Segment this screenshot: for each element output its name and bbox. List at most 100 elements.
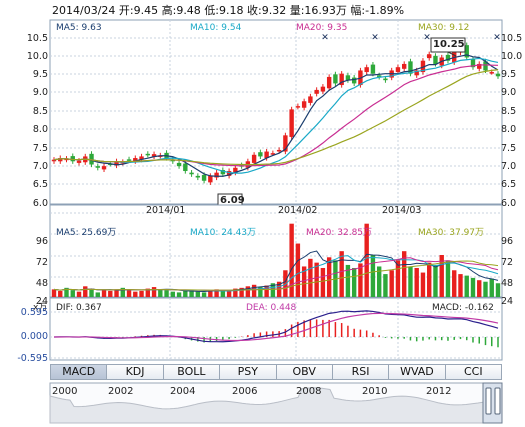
- candle-body: [195, 175, 201, 178]
- candle-body: [76, 160, 82, 163]
- volume-bar: [76, 291, 82, 297]
- volume-bar: [339, 251, 344, 297]
- candle-body: [364, 67, 369, 73]
- volume-bar: [164, 290, 169, 297]
- volume-bar: [133, 291, 138, 297]
- price-tick-left: 8.5: [32, 106, 48, 117]
- volume-bar: [270, 283, 276, 297]
- volume-bar: [495, 283, 501, 297]
- macd-tick-zero: 0.000: [20, 331, 48, 342]
- volume-bar: [364, 223, 369, 297]
- timeline-handle-left[interactable]: [485, 387, 492, 415]
- candle-body: [420, 60, 426, 73]
- price-tick-right: 7.5: [501, 143, 517, 154]
- event-markers: ✕ ✕ ✕ ✕: [321, 33, 501, 43]
- tab-rsi[interactable]: RSI: [332, 365, 390, 379]
- vol-ma30-line: [53, 260, 499, 291]
- event-marker-icon[interactable]: ✕: [321, 33, 329, 43]
- vol-tick-24-right: 24: [501, 296, 514, 307]
- candle-body: [320, 86, 326, 92]
- candle-body: [64, 158, 69, 161]
- year-2008: 2008: [296, 386, 322, 397]
- candle-body: [452, 50, 457, 63]
- volume-bars: [51, 223, 501, 297]
- volume-bar: [89, 288, 94, 297]
- candle-body: [270, 153, 276, 155]
- candle-body: [176, 162, 182, 167]
- volume-bar: [108, 290, 113, 297]
- price-tick-left: 6.0: [32, 198, 48, 209]
- price-tick-right: 6.5: [501, 179, 517, 190]
- vol-tick-96: 96: [35, 236, 48, 247]
- volume-bar: [151, 287, 157, 297]
- quote-info-bar: 2014/03/24 开:9.45 高:9.48 低:9.18 收:9.32 量…: [52, 2, 404, 18]
- low-price-label: 6.09: [220, 195, 245, 206]
- candle-body: [95, 166, 100, 168]
- volume-bar: [433, 264, 438, 297]
- volume-bar: [383, 274, 388, 297]
- volume-bar: [439, 255, 444, 297]
- date-tick-mar: 2014/03: [382, 205, 422, 216]
- timeline-history-curve: [49, 387, 503, 424]
- tab-kdj[interactable]: KDJ: [107, 365, 164, 379]
- tab-wvad[interactable]: WVAD: [389, 365, 446, 379]
- timeline-handle-right[interactable]: [494, 387, 501, 415]
- price-tick-left: 7.0: [32, 161, 48, 172]
- macd-panel-frame: [49, 297, 503, 361]
- event-marker-icon[interactable]: ✕: [423, 33, 431, 43]
- volume-bar: [170, 291, 176, 297]
- volume-bar: [51, 289, 57, 297]
- volume-bar: [201, 292, 207, 297]
- date-tick-feb: 2014/02: [278, 205, 318, 216]
- volume-bar: [139, 290, 144, 297]
- candle-body: [370, 64, 376, 74]
- volume-bar: [145, 288, 151, 297]
- price-tick-right: 8.5: [501, 106, 517, 117]
- event-marker-icon[interactable]: ✕: [371, 33, 379, 43]
- year-2006: 2006: [232, 386, 258, 397]
- quote-date: 2014/03/24: [52, 4, 116, 17]
- volume-bar: [58, 290, 63, 297]
- event-marker-icon[interactable]: ✕: [493, 33, 501, 43]
- price-tick-right: 10.5: [501, 33, 523, 44]
- volume-bar: [308, 258, 313, 297]
- volume-bar: [458, 274, 463, 297]
- tab-boll[interactable]: BOLL: [163, 365, 221, 379]
- volume-bar: [420, 272, 426, 297]
- volume-bar: [283, 270, 288, 297]
- volume-bar: [326, 257, 332, 297]
- candle-body: [289, 109, 294, 137]
- price-ma5-legend: MA5: 9.63: [56, 23, 102, 33]
- candle-body: [145, 153, 151, 156]
- candle-body: [445, 54, 451, 61]
- candle-body: [483, 61, 488, 71]
- price-tick-left: 9.0: [32, 87, 48, 98]
- volume-panel-frame: [49, 204, 503, 298]
- price-tick-left: 7.5: [32, 143, 48, 154]
- candle-body: [208, 175, 213, 183]
- volume-bar: [289, 223, 294, 297]
- vol-ma5-legend: MA5: 25.69万: [56, 228, 117, 238]
- tab-psy[interactable]: PSY: [220, 365, 277, 379]
- volume-bar: [220, 290, 226, 297]
- volume-bar: [264, 285, 269, 297]
- macd-tick-bottom: -0.595: [17, 353, 48, 364]
- candle-body: [189, 172, 194, 175]
- candle-body: [258, 152, 263, 157]
- volume-bar: [389, 270, 394, 297]
- vol-tick-72: 72: [35, 257, 48, 268]
- candle-body: [89, 153, 94, 165]
- tab-obv[interactable]: OBV: [276, 365, 333, 379]
- tab-macd[interactable]: MACD: [51, 365, 108, 379]
- macd-tick-top: 0.595: [20, 307, 48, 318]
- candle-body: [233, 167, 238, 173]
- volume-bar: [176, 292, 182, 297]
- candle-body: [214, 172, 219, 178]
- price-tick-left: 10.0: [26, 51, 48, 62]
- tab-cci[interactable]: CCI: [445, 365, 501, 379]
- dea-line: [53, 312, 499, 342]
- volume-bar: [345, 264, 351, 297]
- macd-value-legend: MACD: -0.162: [432, 303, 494, 313]
- price-tick-left: 8.0: [32, 124, 48, 135]
